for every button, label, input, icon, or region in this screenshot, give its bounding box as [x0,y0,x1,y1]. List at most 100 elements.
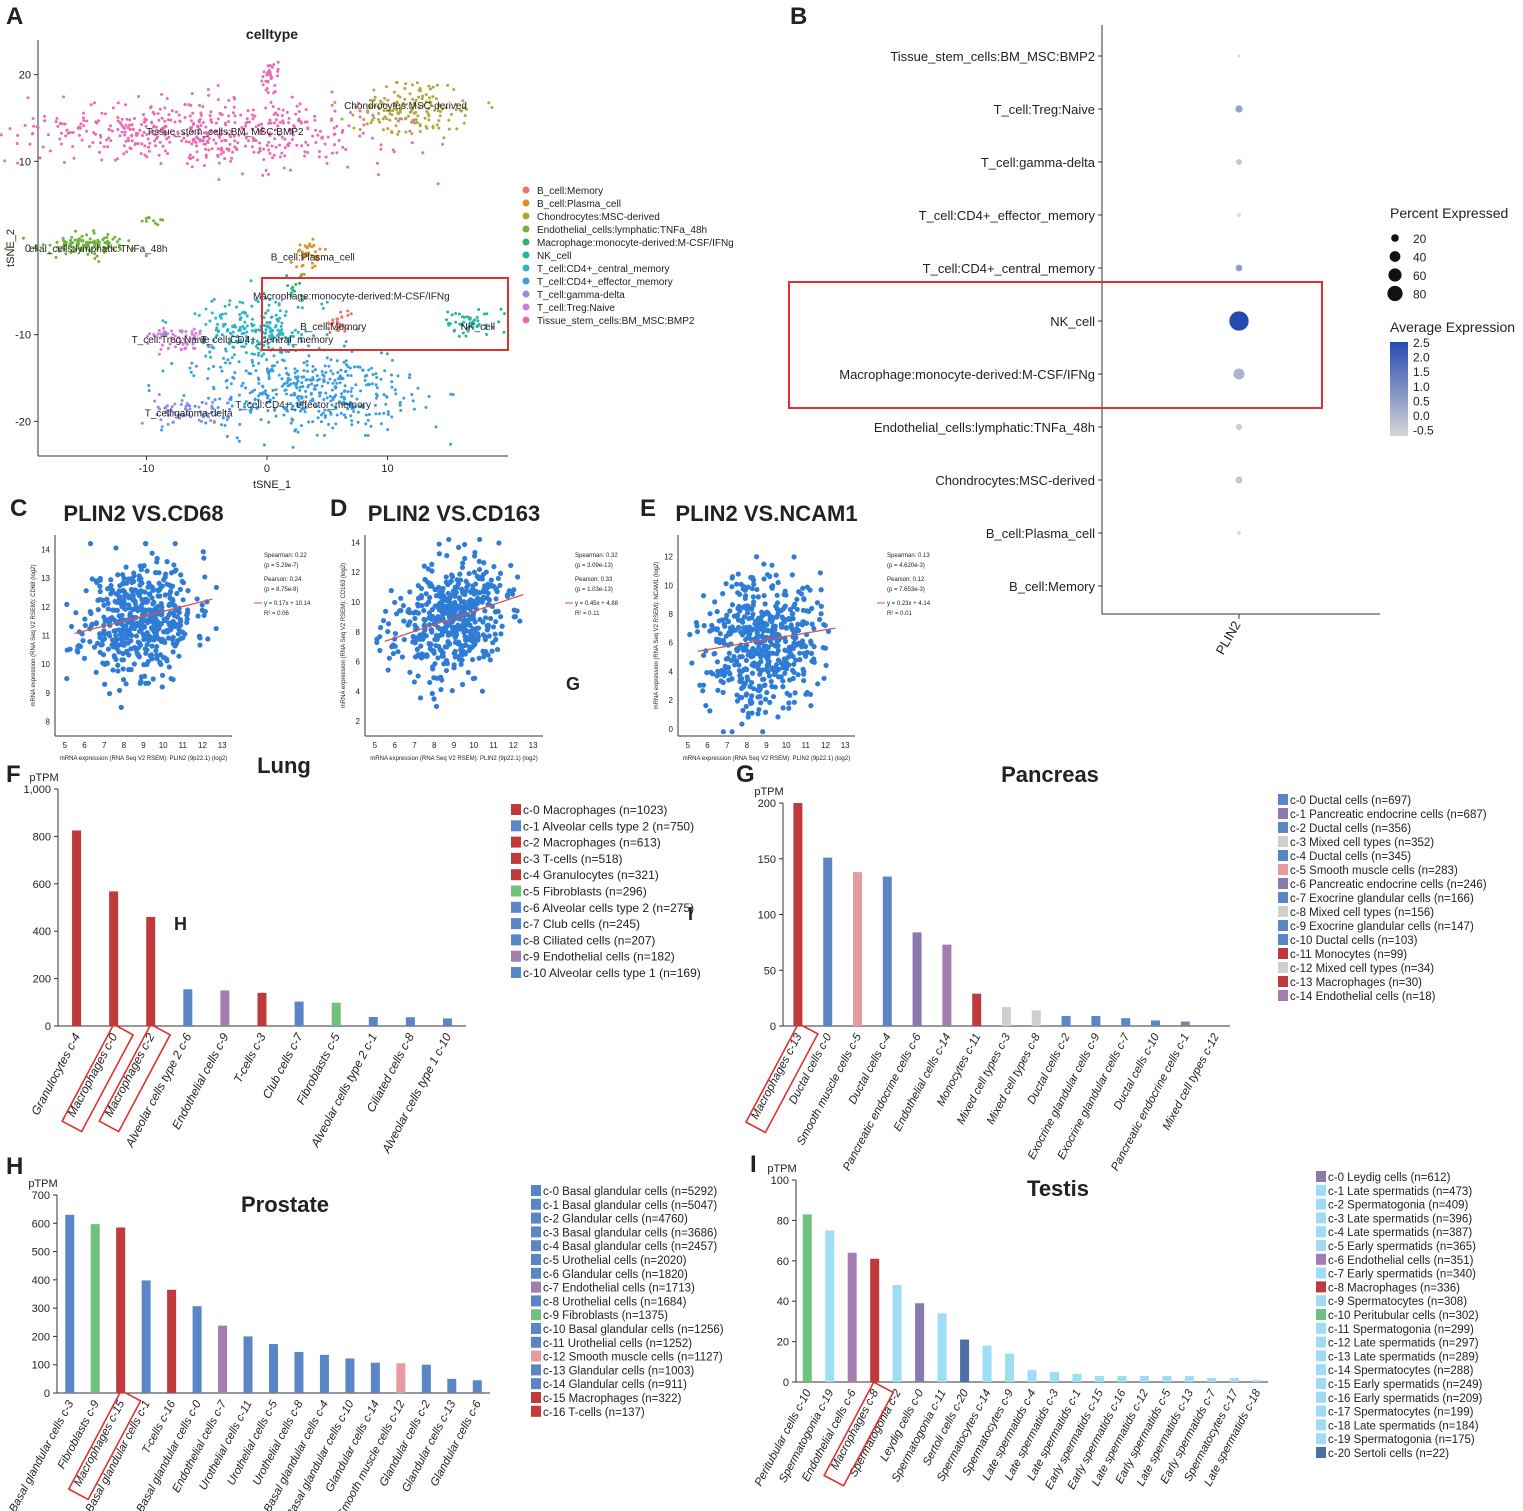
tsne-cell-point [250,145,254,149]
scatter-point [738,581,744,587]
scatter-point [794,606,800,613]
tsne-cell-point [166,413,170,417]
tsne-cell-point [208,350,212,354]
tsne-cell-point [176,336,180,340]
tsne-cell-point [87,144,91,148]
scatter-x-tick-label: 12 [198,741,207,750]
tsne-cell-point [361,406,365,410]
tsne-cell-point [161,369,165,373]
tsne-cell-point [169,118,173,122]
bar [870,1258,880,1382]
scatter-point [108,577,114,583]
tsne-cell-point [385,352,389,356]
tsne-cell-point [263,339,267,343]
scatter-x-tick-label: 7 [412,741,417,750]
bar [257,992,267,1026]
tsne-cell-point [79,122,83,126]
bar-legend-label: c-7 Endothelial cells (n=1713) [543,1283,695,1295]
tsne-cell-point [377,112,381,116]
scatter-point [463,637,469,643]
tsne-cell-point [189,119,193,123]
tsne-cell-point [383,369,387,373]
bar-y-tick-label: 40 [777,1296,789,1308]
tsne-cell-point [68,243,72,247]
tsne-legend-label: T_cell:Treg:Naive [537,303,615,314]
tsne-cell-point [32,124,36,128]
tsne-cell-point [323,408,327,412]
tsne-cell-point [85,129,89,133]
tsne-cell-point [275,338,279,342]
tsne-cell-point [378,120,382,124]
tsne-cell-point [270,367,274,371]
tsne-cell-point [216,147,220,151]
scatter-point [801,677,807,684]
tsne-cell-point [295,104,299,108]
tsne-cell-point [250,324,254,328]
tsne-cell-point [81,116,85,120]
scatter-point [761,676,767,682]
tsne-cell-point [207,367,211,371]
tsne-cell-point [262,147,266,151]
tsne-cell-point [328,394,332,398]
tsne-cell-point [198,410,202,414]
tsne-cell-point [260,126,264,130]
bar-legend-swatch [1278,906,1288,917]
tsne-cell-point [305,359,309,363]
scatter-point [739,694,745,701]
scatter-point [798,591,805,597]
tsne-cell-point [358,127,362,131]
tsne-cell-point [293,328,297,332]
bar-legend-label: c-7 Early spermatids (n=340) [1328,1269,1476,1281]
bar-legend-label: c-4 Late spermatids (n=387) [1328,1227,1472,1239]
bar-legend-label: c-3 Mixed cell types (n=352) [1290,837,1434,849]
tsne-cell-point [386,410,390,414]
tsne-cell-point [271,388,275,392]
bar-legend-swatch [1278,822,1288,833]
tsne-cell-point [351,113,355,117]
scatter-point [106,690,113,697]
tsne-cell-point [348,366,352,370]
tsne-cell-point [264,168,268,172]
tsne-cell-point [369,121,373,125]
tsne-cell-point [344,370,348,374]
scatter-point [804,584,810,590]
tsne-cell-point [286,409,290,413]
panel-h-prostate-bars: ProstatepTPM0100200300400500600700Basal … [7,1178,723,1511]
scatter-point [141,662,147,668]
tsne-cell-point [377,118,381,122]
tsne-cell-point [268,400,272,404]
scatter-point [429,568,435,574]
scatter-point [175,631,182,637]
tsne-cell-point [155,413,159,417]
tsne-cell-point [256,300,260,304]
tsne-cell-point [118,134,122,138]
tsne-cell-point [164,320,168,324]
tsne-cell-point [219,365,223,369]
tsne-cell-point [344,401,348,405]
tsne-cell-point [462,315,466,319]
tsne-cell-point [143,153,147,157]
tsne-cell-point [162,326,166,330]
tsne-cell-point [204,125,208,129]
tsne-cell-point [60,122,64,126]
bar-legend-swatch [1316,1226,1326,1238]
tsne-cell-point [398,108,402,112]
scatter-point [703,702,709,709]
tsne-cell-point [342,344,346,348]
tsne-cell-point [191,346,195,350]
tsne-cell-point [316,416,320,420]
tsne-cell-point [144,254,148,258]
tsne-cell-point [162,330,166,334]
tsne-cell-point [302,272,306,276]
tsne-cell-point [274,323,278,327]
tsne-cell-point [267,420,271,424]
tsne-cell-point [265,367,269,371]
tsne-cell-point [391,109,395,113]
dot-y-tick-label: Endothelial_cells:lymphatic:TNFa_48h [874,420,1095,435]
dot-y-tick-label: NK_cell [1050,314,1095,329]
tsne-cell-point [233,97,237,101]
tsne-cell-point [484,326,488,330]
tsne-cell-point [215,333,219,337]
scatter-point [793,626,800,632]
scatter-point [727,631,733,637]
